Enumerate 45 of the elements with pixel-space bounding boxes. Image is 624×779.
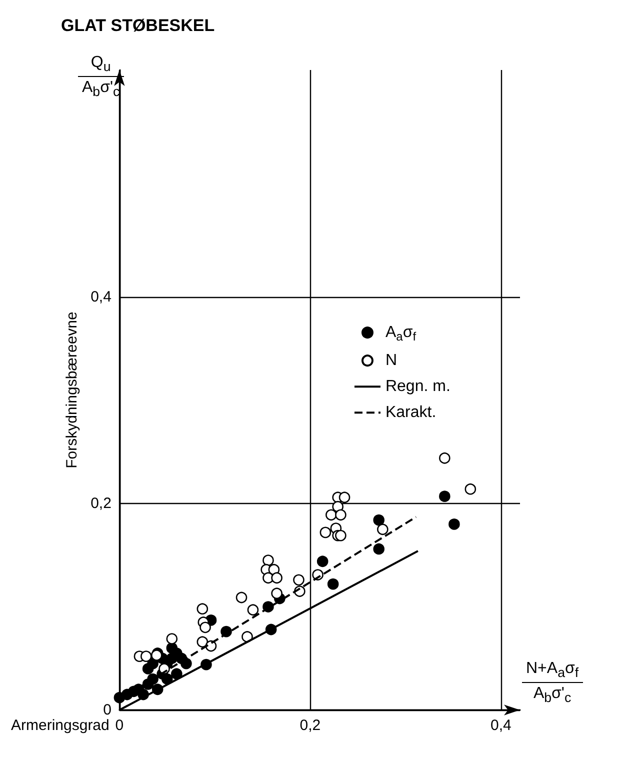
y-tick-label: 0,2 xyxy=(90,495,112,512)
point xyxy=(338,492,350,503)
x-tick-label: 0,4 xyxy=(490,717,512,734)
x-tick-label: 0,2 xyxy=(300,717,321,734)
annotation: A$_{b}$σ'$_{c}$ xyxy=(81,78,121,100)
point xyxy=(242,631,253,642)
text: Q$_{u}$ xyxy=(78,54,124,78)
y-tick-label: 0,4 xyxy=(90,288,112,306)
point xyxy=(196,636,208,648)
point xyxy=(335,530,346,542)
point xyxy=(247,604,259,616)
point xyxy=(373,543,384,555)
x-axis-title: Armeringsgrad xyxy=(11,717,110,734)
point xyxy=(262,554,274,566)
point xyxy=(448,518,460,530)
point xyxy=(373,514,384,526)
point xyxy=(464,483,476,495)
point xyxy=(320,526,332,538)
legend-label: N xyxy=(385,352,398,370)
point xyxy=(335,509,346,521)
point xyxy=(200,622,211,634)
y-tick-label: 0 xyxy=(103,702,112,718)
chart-title: GLAT STØBESKEL xyxy=(61,16,215,35)
text: A$_{b}$σ'$_{c}$ xyxy=(532,684,572,706)
point xyxy=(171,668,182,680)
legend-label: Regn. m. xyxy=(385,378,450,396)
point xyxy=(236,592,248,604)
point xyxy=(196,603,208,614)
legend-label: Karakt. xyxy=(385,404,436,422)
point xyxy=(161,673,173,685)
point xyxy=(271,572,282,584)
point xyxy=(166,633,178,644)
point xyxy=(327,578,339,590)
point xyxy=(326,509,337,521)
point xyxy=(293,574,304,586)
x-tick-label: 0 xyxy=(115,717,124,734)
text: N+A$_{a}$σ$_{f}$ xyxy=(522,660,583,684)
point xyxy=(166,642,178,654)
point xyxy=(140,650,152,662)
point xyxy=(439,490,450,502)
point xyxy=(271,588,282,599)
point xyxy=(439,452,450,464)
point xyxy=(377,524,388,535)
point xyxy=(316,556,328,567)
y-axis-title: Forskydningsbæreevne xyxy=(64,312,81,468)
